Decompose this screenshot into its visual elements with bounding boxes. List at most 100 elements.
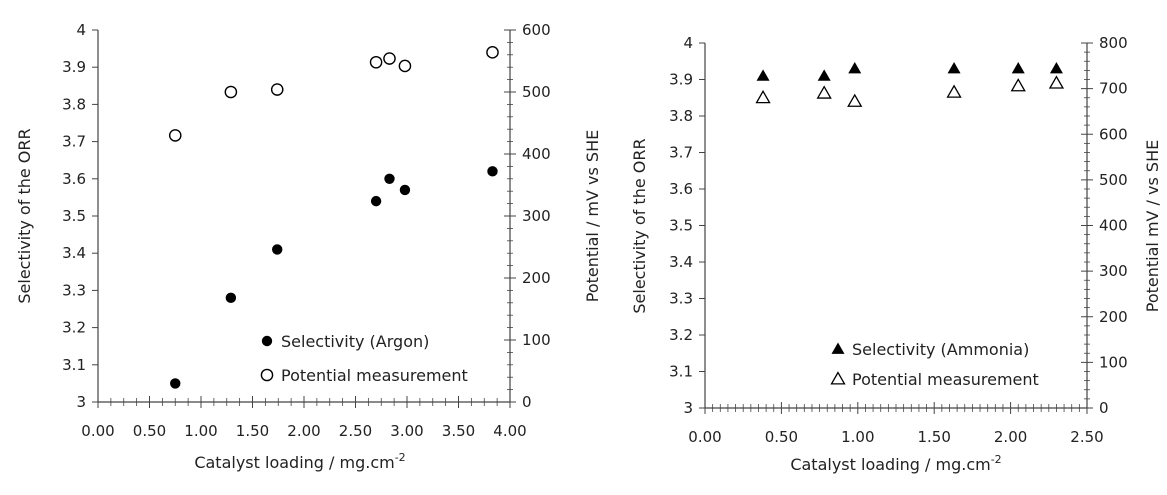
data-point: [1011, 62, 1025, 74]
x-tick-label: 0.00: [688, 428, 721, 446]
series-1: [170, 166, 498, 389]
legend-marker: [261, 335, 273, 347]
legend-label: Potential measurement: [281, 366, 468, 385]
y-left-tick-label: 3.7: [669, 144, 693, 162]
y-right-tick-label: 100: [1099, 353, 1128, 371]
y-left-axis-title: Selectivity of the ORR: [630, 138, 649, 313]
x-axis-title: Catalyst loading / mg.cm-2: [790, 453, 1001, 474]
y-right-tick-label: 100: [522, 331, 551, 349]
data-point: [369, 55, 383, 69]
data-point: [168, 129, 182, 142]
y-left-tick-label: 3.6: [62, 170, 86, 188]
y-right-tick-label: 400: [1099, 217, 1128, 235]
y-left-tick-label: 3.3: [669, 290, 693, 308]
x-axis-title-main: Catalyst loading / mg.cm: [194, 453, 394, 472]
x-tick-label: 1.00: [184, 422, 217, 440]
y-left-tick-label: 3.2: [669, 326, 693, 344]
data-point: [383, 52, 396, 65]
y-left-tick-label: 3.5: [669, 217, 693, 235]
x-tick-label: 1.50: [236, 422, 269, 440]
y-left-tick-label: 3.4: [669, 253, 693, 271]
x-tick-label: 0.00: [81, 422, 114, 440]
x-axis-title-superscript: -2: [991, 453, 1002, 466]
y-right-tick-label: 0: [1099, 399, 1109, 417]
data-point: [946, 84, 962, 98]
legend-marker: [831, 342, 845, 354]
y-right-tick-label: 600: [1099, 125, 1128, 143]
y-right-tick-label: 800: [1099, 34, 1128, 52]
y-right-axis-title: Potential / mV vs SHE: [583, 130, 602, 302]
x-tick-label: 1.00: [841, 428, 874, 446]
y-right-tick-label: 600: [522, 21, 551, 39]
y-left-tick-label: 3.9: [669, 71, 693, 89]
data-point: [398, 59, 412, 73]
y-right-tick-label: 300: [522, 207, 551, 225]
y-left-tick-label: 3.9: [62, 58, 86, 76]
y-right-tick-label: 0: [522, 393, 532, 411]
x-tick-label: 1.50: [917, 428, 950, 446]
y-right-tick-label: 500: [522, 83, 551, 101]
data-point: [848, 62, 862, 74]
x-tick-label: 0.50: [765, 428, 798, 446]
data-point: [370, 195, 382, 207]
x-axis-title-main: Catalyst loading / mg.cm: [790, 455, 990, 474]
legend-label: Selectivity (Ammonia): [852, 340, 1029, 359]
legend: Selectivity (Ammonia) Potential measureme…: [830, 340, 1039, 389]
chart-argon: 3 3.1 3.2 3.3 3.4 3.5 3.6 3.7 3.8 3.9 4 0 100 200 300 4…: [15, 21, 602, 472]
series-2: [168, 46, 499, 142]
x-tick-label: 4.00: [493, 422, 526, 440]
data-point: [487, 166, 498, 177]
y-left-tick-label: 3.6: [669, 180, 693, 198]
legend-marker: [830, 371, 846, 385]
x-tick-label: 3.00: [390, 422, 423, 440]
data-point: [272, 244, 283, 255]
data-point: [756, 69, 770, 81]
legend-marker: [260, 368, 274, 382]
y-left-tick-label: 4: [683, 34, 693, 52]
y-right-tick-label: 200: [1099, 308, 1128, 326]
data-point: [1049, 62, 1063, 74]
y-left-tick-label: 3.1: [62, 356, 86, 374]
x-tick-label: 2.00: [287, 422, 320, 440]
data-point: [947, 62, 961, 74]
data-point: [1048, 75, 1065, 89]
x-tick-label: 2.00: [994, 428, 1027, 446]
x-tick-label: 2.50: [339, 422, 372, 440]
x-axis-title-superscript: -2: [395, 451, 406, 464]
data-point: [817, 69, 831, 81]
data-point: [399, 184, 411, 196]
legend: Selectivity (Argon) Potential measurement: [260, 332, 468, 385]
x-tick-label: 0.50: [133, 422, 166, 440]
legend-label: Potential measurement: [852, 370, 1039, 389]
y-left-tick-label: 3.4: [62, 244, 86, 262]
data-point: [486, 46, 499, 59]
series-1: [756, 62, 1063, 81]
y-right-tick-label: 700: [1099, 80, 1128, 98]
y-left-tick-label: 3.3: [62, 281, 86, 299]
y-right-axis-title: Potential mV / vs SHE: [1143, 140, 1162, 312]
y-left-tick-label: 3.8: [62, 95, 86, 113]
x-tick-label: 3.50: [442, 422, 475, 440]
y-left-tick-label: 3.7: [62, 133, 86, 151]
y-right-tick-label: 500: [1099, 171, 1128, 189]
y-left-tick-label: 3: [683, 399, 693, 417]
y-left-axis-title: Selectivity of the ORR: [15, 128, 34, 303]
data-point: [755, 89, 771, 104]
y-left-tick-label: 4: [76, 21, 86, 39]
y-left-tick-label: 3.5: [62, 207, 86, 225]
y-right-tick-label: 300: [1099, 262, 1128, 280]
y-right-tick-label: 200: [522, 269, 551, 287]
y-right-tick-label: 400: [522, 145, 551, 163]
y-left-tick-label: 3.2: [62, 319, 86, 337]
x-axis-title: Catalyst loading / mg.cm-2: [194, 451, 405, 472]
x-tick-label: 2.50: [1070, 428, 1103, 446]
data-point: [816, 85, 832, 99]
data-point: [224, 85, 238, 99]
data-point: [1010, 78, 1026, 92]
data-point: [270, 83, 284, 96]
data-point: [384, 173, 395, 184]
y-left-tick-label: 3.1: [669, 363, 693, 381]
data-point: [225, 292, 237, 304]
